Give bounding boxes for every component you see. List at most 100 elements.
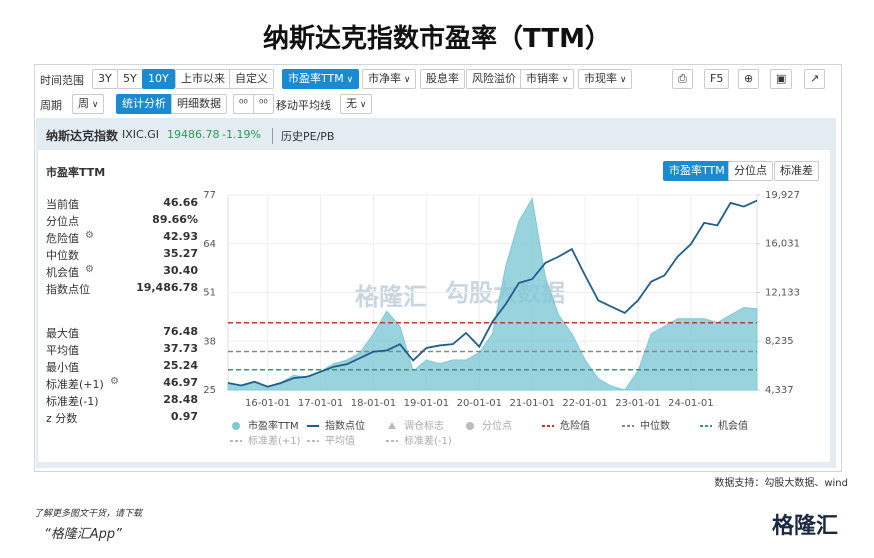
watermark: 格隆汇 xyxy=(355,283,427,311)
legend-marker xyxy=(388,422,396,429)
metric-button[interactable]: 市盈率TTM xyxy=(282,69,360,89)
index-line xyxy=(227,199,758,388)
stat-label: 标准差(-1) xyxy=(46,395,99,408)
y-tick-label: 77 xyxy=(203,190,216,201)
legend-marker xyxy=(466,422,474,430)
tool-icon[interactable]: ↗ xyxy=(804,69,826,89)
stat-label: 最小值 xyxy=(46,361,79,374)
range-button[interactable]: 自定义 xyxy=(229,69,274,89)
tool-icon[interactable]: ▣ xyxy=(770,69,793,89)
period-select[interactable]: 周 xyxy=(72,94,105,114)
stat-value: 46.66 xyxy=(163,196,198,209)
settings-icon[interactable]: ⚙ xyxy=(85,230,94,241)
x-tick-label: 24-01-01 xyxy=(668,398,713,409)
y2-tick-label: 19,927 xyxy=(765,190,800,201)
x-tick-label: 23-01-01 xyxy=(615,398,660,409)
security-name: 纳斯达克指数 xyxy=(46,129,119,143)
x-tick-label: 19-01-01 xyxy=(404,398,449,409)
stat-value: 0.97 xyxy=(170,410,198,423)
view-button[interactable]: 明细数据 xyxy=(171,94,227,114)
range-button[interactable]: 上市以来 xyxy=(175,69,231,89)
stat-label: 指数点位 xyxy=(46,283,90,296)
range-label: 时间范围 xyxy=(40,74,84,87)
tool-icon[interactable]: ⎙ xyxy=(672,69,693,89)
decimal-icon[interactable]: ⁰⁰ xyxy=(253,94,274,114)
stat-label: 当前值 xyxy=(46,198,79,211)
legend-label: 指数点位 xyxy=(325,419,365,432)
legend-label: 调仓标志 xyxy=(404,419,444,432)
metric-button[interactable]: 市净率 xyxy=(362,69,417,89)
stat-value: 76.48 xyxy=(163,325,198,338)
view-button[interactable]: 统计分析 xyxy=(116,94,172,114)
decimal-icon[interactable]: ⁰⁰ xyxy=(233,94,254,114)
y-tick-label: 51 xyxy=(203,288,216,299)
metric-button[interactable]: 市现率 xyxy=(578,69,633,89)
legend-label: 分位点 xyxy=(482,419,512,432)
security-change: -1.19% xyxy=(222,128,261,141)
period-label: 周期 xyxy=(40,99,62,112)
x-tick-label: 21-01-01 xyxy=(509,398,554,409)
brand-logo: 格隆汇 xyxy=(772,514,839,539)
app-name: “格隆汇App” xyxy=(44,527,122,542)
settings-icon[interactable]: ⚙ xyxy=(85,264,94,275)
legend-label: 中位数 xyxy=(640,419,670,432)
stat-value: 42.93 xyxy=(163,230,198,243)
stat-value: 19,486.78 xyxy=(136,281,198,294)
stat-label: 平均值 xyxy=(46,344,79,357)
legend-label: 危险值 xyxy=(560,419,590,432)
refresh-button[interactable]: F5 xyxy=(704,69,730,89)
legend-label: 平均值 xyxy=(325,434,355,447)
metric-button[interactable]: 风险溢价 xyxy=(466,69,522,89)
stat-value: 46.97 xyxy=(163,376,198,389)
y-tick-label: 64 xyxy=(203,239,216,250)
security-price: 19486.78 xyxy=(167,128,220,141)
ma-label: 移动平均线 xyxy=(276,99,331,112)
metric-button[interactable]: 市销率 xyxy=(520,69,575,89)
range-button[interactable]: 5Y xyxy=(117,69,143,89)
metric-button[interactable]: 股息率 xyxy=(420,69,465,89)
stat-value: 35.27 xyxy=(163,247,198,260)
stat-label: 中位数 xyxy=(46,249,79,262)
stat-value: 89.66% xyxy=(152,213,198,226)
legend-label: 机会值 xyxy=(718,419,748,432)
promo-text: 了解更多图文干货，请下载 xyxy=(34,509,143,519)
panel-tab[interactable]: 标准差 xyxy=(774,161,819,181)
y2-tick-label: 8,235 xyxy=(765,336,794,347)
tool-icon[interactable]: ⊕ xyxy=(738,69,760,89)
y-tick-label: 25 xyxy=(203,385,216,396)
data-source: 数据支持：勾股大数据、wind xyxy=(714,478,848,489)
security-code: IXIC.GI xyxy=(122,128,159,141)
stat-label: 标准差(+1) xyxy=(46,378,104,391)
x-tick-label: 22-01-01 xyxy=(562,398,607,409)
x-tick-label: 16-01-01 xyxy=(245,398,290,409)
stat-label: 危险值 xyxy=(46,232,79,245)
y2-tick-label: 4,337 xyxy=(765,385,794,396)
stat-label: z 分数 xyxy=(46,412,78,425)
range-button[interactable]: 3Y xyxy=(92,69,118,89)
page-title: 纳斯达克指数市盈率（TTM） xyxy=(263,24,611,54)
panel-tab[interactable]: 分位点 xyxy=(728,161,773,181)
y2-tick-label: 16,031 xyxy=(765,239,800,250)
stat-value: 37.73 xyxy=(163,342,198,355)
stat-label: 最大值 xyxy=(46,327,79,340)
chart-card xyxy=(38,150,830,462)
settings-icon[interactable]: ⚙ xyxy=(110,376,119,387)
x-tick-label: 17-01-01 xyxy=(298,398,343,409)
y2-tick-label: 12,133 xyxy=(765,287,800,298)
legend-label: 标准差(-1) xyxy=(404,434,452,447)
history-link[interactable]: 历史PE/PB xyxy=(272,128,334,144)
legend-label: 市盈率TTM xyxy=(248,419,299,432)
y-tick-label: 38 xyxy=(203,336,216,347)
app-frame xyxy=(34,64,842,472)
ma-select[interactable]: 无 xyxy=(340,94,373,114)
range-button[interactable]: 10Y xyxy=(142,69,175,89)
panel-tab[interactable]: 市盈率TTM xyxy=(663,161,731,181)
stat-value: 30.40 xyxy=(163,264,198,277)
legend-label: 标准差(+1) xyxy=(248,434,301,447)
stat-value: 28.48 xyxy=(163,393,198,406)
panel-title: 市盈率TTM xyxy=(46,166,106,179)
stat-label: 分位点 xyxy=(46,215,79,228)
stat-value: 25.24 xyxy=(163,359,198,372)
